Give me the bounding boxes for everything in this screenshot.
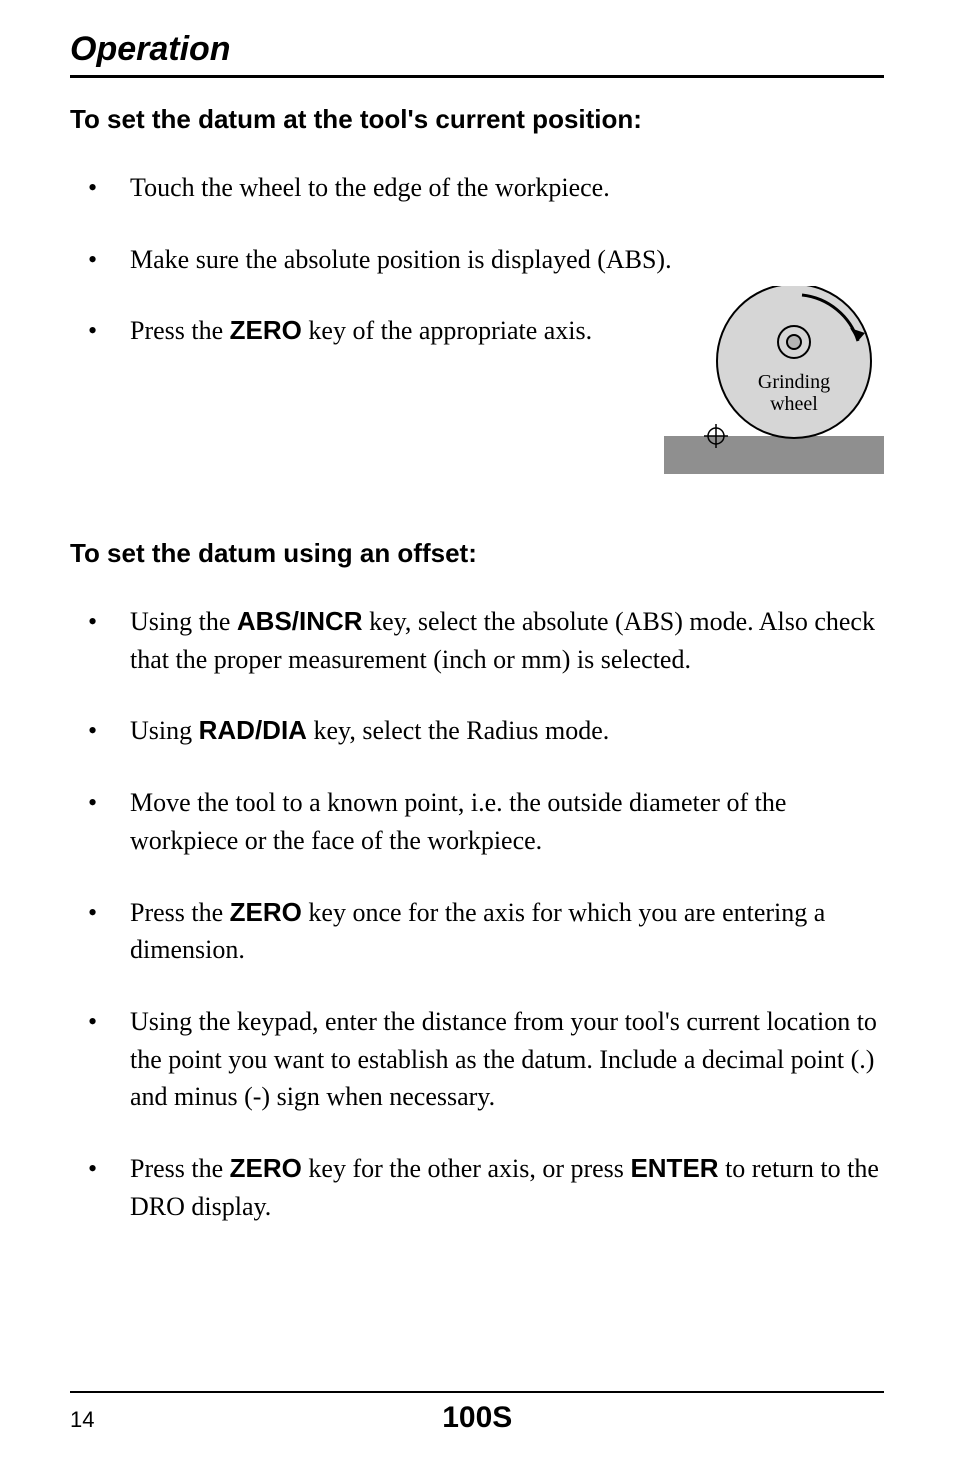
text: Press the xyxy=(130,316,230,345)
list-item: Press the ZERO key of the appropriate ax… xyxy=(70,312,884,350)
section1-title: To set the datum at the tool's current p… xyxy=(70,104,884,135)
text: Using the keypad, enter the distance fro… xyxy=(130,1007,877,1111)
footer-row: 14 100S xyxy=(70,1401,884,1435)
footer-rule xyxy=(70,1391,884,1393)
page-footer: 14 100S xyxy=(70,1391,884,1435)
grinding-wheel-figure: Grinding wheel xyxy=(654,286,884,486)
list-item: Move the tool to a known point, i.e. the… xyxy=(70,784,884,859)
text: key for the other axis, or press xyxy=(302,1154,631,1183)
grinding-wheel-svg: Grinding wheel xyxy=(654,286,884,486)
text: key, select the Radius mode. xyxy=(307,716,609,745)
list-item: Make sure the absolute position is displ… xyxy=(70,241,884,279)
page: Operation To set the datum at the tool's… xyxy=(0,0,954,1475)
key-name: ZERO xyxy=(230,897,302,927)
key-name: ABS/INCR xyxy=(237,606,363,636)
figure-label-2: wheel xyxy=(770,393,818,415)
figure-label-1: Grinding xyxy=(758,371,830,393)
text: Using the xyxy=(130,607,237,636)
key-name: RAD/DIA xyxy=(199,715,307,745)
key-name: ENTER xyxy=(630,1153,718,1183)
text: Press the xyxy=(130,1154,230,1183)
text: Move the tool to a known point, i.e. the… xyxy=(130,788,786,855)
text: Using xyxy=(130,716,199,745)
list-item: Using the ABS/INCR key, select the absol… xyxy=(70,603,884,678)
text: key of the appropriate axis. xyxy=(302,316,592,345)
page-title: Operation xyxy=(70,30,884,69)
list-item: Using the keypad, enter the distance fro… xyxy=(70,1003,884,1116)
workpiece-rect xyxy=(664,436,884,474)
list-item: Press the ZERO key for the other axis, o… xyxy=(70,1150,884,1225)
section2-title: To set the datum using an offset: xyxy=(70,538,884,569)
text: Touch the wheel to the edge of the workp… xyxy=(130,173,610,202)
page-number: 14 xyxy=(70,1407,94,1433)
list-item: Press the ZERO key once for the axis for… xyxy=(70,894,884,969)
key-name: ZERO xyxy=(230,1153,302,1183)
footer-model: 100S xyxy=(94,1401,860,1435)
text: Press the xyxy=(130,898,230,927)
text: Make sure the absolute position is displ… xyxy=(130,245,672,274)
key-name: ZERO xyxy=(230,315,302,345)
wheel-circle xyxy=(717,286,871,438)
hub-inner xyxy=(787,335,801,349)
list-item: Using RAD/DIA key, select the Radius mod… xyxy=(70,712,884,750)
section2-list: Using the ABS/INCR key, select the absol… xyxy=(70,603,884,1259)
title-rule xyxy=(70,75,884,78)
section1-list: Touch the wheel to the edge of the workp… xyxy=(70,169,884,384)
list-item: Touch the wheel to the edge of the workp… xyxy=(70,169,884,207)
